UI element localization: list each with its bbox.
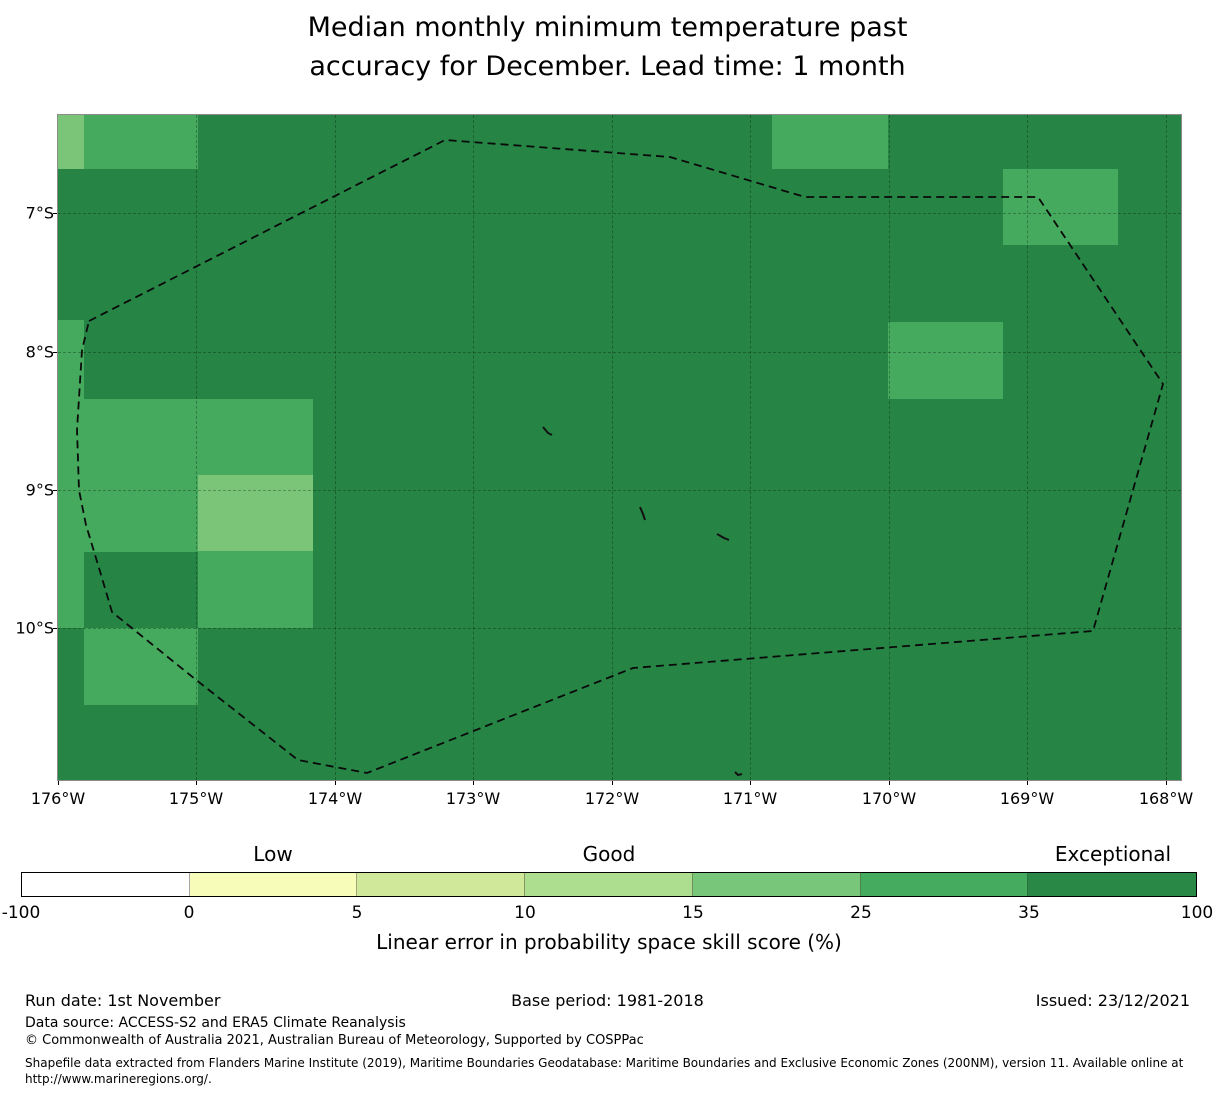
heatmap-cell <box>1003 169 1118 245</box>
colorbar-segment <box>692 873 861 896</box>
heatmap-cell <box>888 322 1003 399</box>
colorbar-tick-label: 5 <box>351 903 363 923</box>
colorbar-tick-label: 25 <box>850 903 872 923</box>
island-mark <box>716 533 730 541</box>
lon-tick-mark <box>612 781 613 785</box>
heatmap-cell <box>58 320 84 628</box>
lon-tick-label: 168°W <box>1138 789 1194 808</box>
lon-tick-label: 174°W <box>307 789 363 808</box>
lat-tick-mark <box>53 213 57 214</box>
map-overlay <box>76 139 1164 777</box>
colorbar-tick-label: 0 <box>183 903 195 923</box>
island-mark <box>734 771 743 777</box>
lon-tick-label: 169°W <box>999 789 1055 808</box>
colorbar-segment <box>860 873 1029 896</box>
lon-tick-mark <box>889 781 890 785</box>
lon-gridline <box>335 115 336 780</box>
colorbar-tick-label: -100 <box>1 903 41 923</box>
lon-gridline <box>889 115 890 780</box>
footer-base-period: Base period: 1981-2018 <box>511 991 704 1010</box>
lon-tick-mark <box>335 781 336 785</box>
footer-shapefile-note-line2: http://www.marineregions.org/. <box>25 1072 212 1086</box>
heatmap-cell <box>58 115 84 169</box>
colorbar-segment <box>22 873 190 896</box>
lon-tick-label: 173°W <box>445 789 501 808</box>
lon-gridline <box>196 115 197 780</box>
footer-run-date: Run date: 1st November <box>25 991 221 1010</box>
lat-tick-label: 8°S <box>25 342 54 362</box>
eez-boundary <box>76 139 1164 774</box>
lat-gridline <box>58 213 1181 214</box>
lat-gridline <box>58 352 1181 353</box>
heatmap-cell <box>198 475 313 551</box>
colorbar-segment <box>189 873 358 896</box>
figure-title: Median monthly minimum temperature past … <box>0 8 1215 86</box>
colorbar-segment <box>357 873 526 896</box>
lat-gridline <box>58 490 1181 491</box>
footer-copyright: © Commonwealth of Australia 2021, Austra… <box>25 1033 644 1048</box>
lon-tick-label: 176°W <box>30 789 86 808</box>
heatmap-cell <box>198 399 313 475</box>
colorbar-segment <box>525 873 693 896</box>
lon-tick-mark <box>1166 781 1167 785</box>
lon-tick-label: 170°W <box>861 789 917 808</box>
colorbar-tick-label: 10 <box>514 903 536 923</box>
colorbar-tick-label: 35 <box>1018 903 1040 923</box>
lat-tick-mark <box>53 628 57 629</box>
lat-tick-mark <box>53 352 57 353</box>
heatmap-cell <box>84 115 198 169</box>
colorbar-axis-label: Linear error in probability space skill … <box>376 930 842 954</box>
island-mark <box>542 426 553 436</box>
lat-tick-label: 9°S <box>25 480 54 500</box>
colorbar-category-label: Good <box>582 842 636 866</box>
lat-gridline <box>58 628 1181 629</box>
island-mark <box>639 506 646 521</box>
colorbar-segment <box>1028 873 1197 896</box>
lon-gridline <box>612 115 613 780</box>
footer-shapefile-note-line1: Shapefile data extracted from Flanders M… <box>25 1056 1184 1070</box>
lon-gridline <box>1166 115 1167 780</box>
colorbar-tick-label: 100 <box>1180 903 1214 923</box>
figure-title-line2: accuracy for December. Lead time: 1 mont… <box>309 51 906 82</box>
colorbar <box>21 872 1197 897</box>
footer-issued: Issued: 23/12/2021 <box>1035 991 1190 1010</box>
map-plot <box>57 114 1182 781</box>
lon-tick-mark <box>1027 781 1028 785</box>
lon-gridline <box>473 115 474 780</box>
lat-tick-label: 7°S <box>25 203 54 223</box>
figure-title-line1: Median monthly minimum temperature past <box>307 12 908 43</box>
footer-data-source: Data source: ACCESS-S2 and ERA5 Climate … <box>25 1015 406 1031</box>
lon-gridline <box>1027 115 1028 780</box>
lat-tick-mark <box>53 490 57 491</box>
lon-tick-mark <box>58 781 59 785</box>
lon-tick-label: 171°W <box>722 789 778 808</box>
lon-tick-label: 172°W <box>584 789 640 808</box>
lon-tick-mark <box>196 781 197 785</box>
lon-tick-mark <box>750 781 751 785</box>
colorbar-category-label: Exceptional <box>1054 842 1172 866</box>
colorbar-tick-label: 15 <box>682 903 704 923</box>
lon-gridline <box>750 115 751 780</box>
lat-tick-label: 10°S <box>15 618 54 638</box>
lon-tick-mark <box>473 781 474 785</box>
heatmap-cell <box>84 399 198 552</box>
colorbar-category-label: Low <box>253 842 293 866</box>
heatmap-cell <box>198 551 313 628</box>
lon-tick-label: 175°W <box>168 789 224 808</box>
heatmap-cell <box>772 115 888 169</box>
